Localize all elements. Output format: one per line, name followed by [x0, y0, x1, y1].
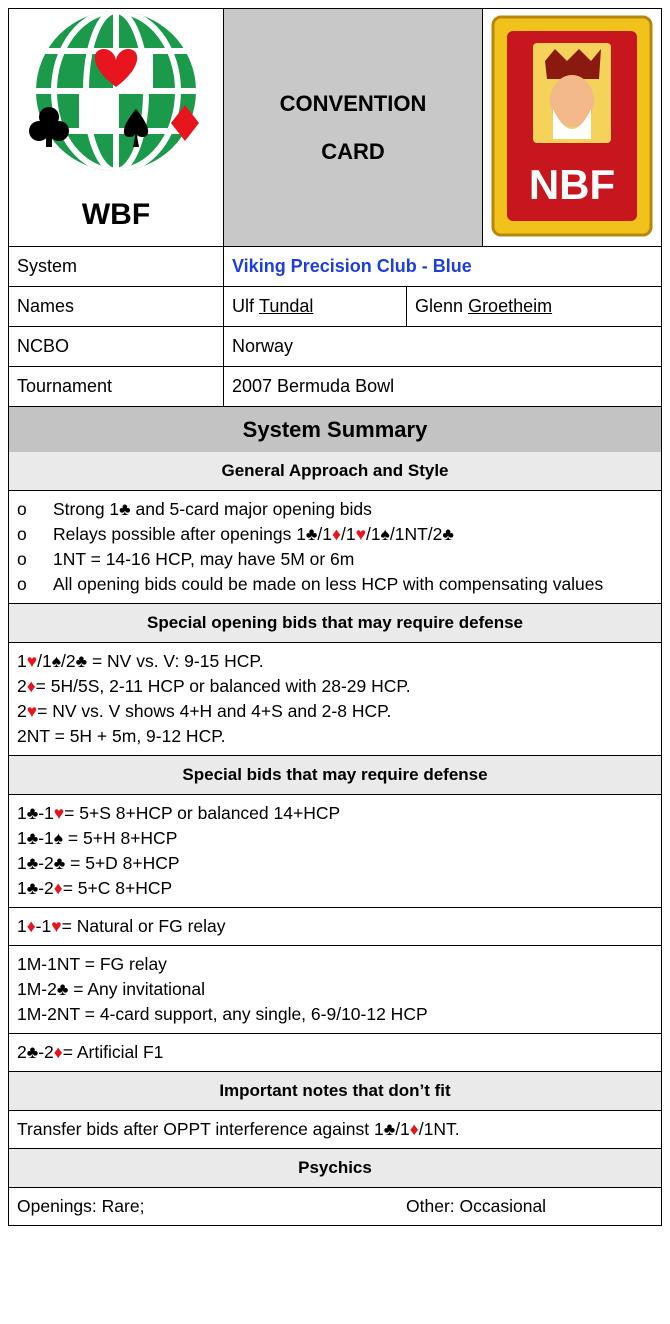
bullet: o — [17, 549, 27, 569]
convention-card: WBF CONVENTION CARD NBF System Viking Pr… — [8, 8, 662, 1226]
line-part: Openings: Rare; — [17, 1196, 145, 1216]
group-text: 1 ♦ -1 ♥ = Natural or FG relay — [9, 908, 661, 945]
wbf-logo: WBF — [9, 9, 223, 246]
section-group: 1M-1NT = FG relay 1M-2♣ = Any invitationa… — [9, 945, 661, 1033]
bullet-text: Relays possible after openings 1♣/1♦/1♥/… — [53, 524, 454, 544]
section-group: 1♣-1 ♥ = 5+S 8+HCP or balanced 14+HCP 1♣-1… — [9, 794, 661, 907]
nbf-logo: NBF — [482, 9, 661, 246]
suit-symbol: ♦ — [26, 916, 36, 936]
bullet: o — [17, 574, 27, 594]
section-group: 2♣-2 ♦ = Artificial F1 — [9, 1033, 661, 1071]
section-group: o Strong 1♣ and 5-card major opening bids… — [9, 490, 661, 603]
text-line: 1M-2NT = 4-card support, any single, 6-9… — [17, 1004, 428, 1024]
label: Names — [17, 296, 75, 316]
group-text: o Strong 1♣ and 5-card major opening bids… — [9, 491, 661, 603]
bullet-item: o All opening bids could be made on less … — [17, 572, 653, 597]
group-text: 1 ♥/1♠/2♣ = NV vs. V: 9-15 HCP. 2 ♦ = 5H/5S… — [9, 643, 661, 755]
section-heading: Special bids that may require defense — [9, 756, 661, 794]
value: Norway — [223, 327, 661, 366]
label: System — [17, 256, 78, 276]
wbf-text: WBF — [82, 198, 150, 231]
section-heading: Special opening bids that may require de… — [9, 604, 661, 642]
bullet: o — [17, 524, 27, 544]
header-row: WBF CONVENTION CARD NBF — [9, 9, 661, 246]
label: NCBO — [17, 336, 70, 356]
summary-title: System Summary — [9, 407, 661, 452]
suit-symbol: ♦ — [26, 676, 36, 696]
suit-symbol: ♦ — [53, 1042, 63, 1062]
group-text: 2♣-2 ♦ = Artificial F1 — [9, 1034, 661, 1071]
text-line: 1M-1NT = FG relay — [17, 954, 167, 974]
title-cell: CONVENTION CARD — [223, 9, 482, 246]
section-heading-row: Important notes that don’t fit — [9, 1071, 661, 1110]
ncbo-row: NCBO Norway — [9, 326, 661, 366]
player: Ulf Tundal — [223, 287, 406, 326]
first-name: Glenn — [415, 296, 464, 316]
section-heading-row: Special opening bids that may require de… — [9, 603, 661, 642]
text-line: 1♣-1♠ = 5+H 8+HCP — [17, 828, 178, 848]
last-name: Groetheim — [468, 296, 553, 316]
text-line: Transfer bids after OPPT interference ag… — [17, 1117, 653, 1142]
bullet-text: 1NT = 14-16 HCP, may have 5M or 6m — [53, 549, 355, 569]
title-line: CONVENTION — [279, 90, 427, 116]
value: 2007 Bermuda Bowl — [223, 367, 661, 406]
suit-symbol: ♥ — [26, 651, 38, 671]
section-heading: Important notes that don’t fit — [9, 1072, 661, 1110]
suit-symbol: ♥ — [355, 524, 366, 544]
two-part-line: Openings: Rare; Other: Occasional — [17, 1194, 653, 1219]
summary-sections: General Approach and Style o Strong 1♣ and… — [9, 452, 661, 1225]
text-line: 1M-2♣ = Any invitational — [17, 979, 206, 999]
suit-symbol: ♦ — [332, 524, 341, 544]
section-heading: Psychics — [9, 1149, 661, 1187]
suit-symbol: ♦ — [53, 878, 63, 898]
bullet-item: o Relays possible after openings 1♣/1♦/1♥… — [17, 522, 653, 547]
group-text: Transfer bids after OPPT interference ag… — [9, 1111, 661, 1148]
bullet-text: All opening bids could be made on less H… — [53, 574, 604, 594]
first-name: Ulf — [232, 296, 254, 316]
bullet-text: Strong 1♣ and 5-card major opening bids — [53, 499, 372, 519]
system-name: Viking Precision Club - Blue — [223, 247, 661, 286]
section-heading: General Approach and Style — [9, 452, 661, 490]
section-heading-row: Special bids that may require defense — [9, 755, 661, 794]
section-heading-row: General Approach and Style — [9, 452, 661, 490]
line-part: Other: Occasional — [406, 1196, 547, 1216]
nbf-text: NBF — [529, 161, 615, 208]
text-line: 1♣-1 ♥ = 5+S 8+HCP or balanced 14+HCP — [17, 801, 653, 826]
label: Tournament — [17, 376, 113, 396]
bullet: o — [17, 499, 27, 519]
suit-symbol: ♥ — [26, 701, 38, 721]
title-line: CARD — [321, 138, 385, 164]
system-row: System Viking Precision Club - Blue — [9, 246, 661, 286]
section-group: 1 ♥/1♠/2♣ = NV vs. V: 9-15 HCP. 2 ♦ = 5H/5S… — [9, 642, 661, 755]
nbf-logo-graphic: NBF — [491, 15, 653, 237]
bullet-item: o 1NT = 14-16 HCP, may have 5M or 6m — [17, 547, 653, 572]
text-line: 1 ♦ -1 ♥ = Natural or FG relay — [17, 914, 653, 939]
text-line: 2NT = 5H + 5m, 9-12 HCP. — [17, 726, 226, 746]
suit-symbol: ♦ — [409, 1119, 419, 1139]
text-line: 1♣-2 ♦ = 5+C 8+HCP — [17, 876, 653, 901]
text-line: 1 ♥/1♠/2♣ = NV vs. V: 9-15 HCP. — [17, 649, 653, 674]
player: Glenn Groetheim — [406, 287, 661, 326]
text-line: 1♣-2♣ = 5+D 8+HCP — [17, 853, 180, 873]
group-text: 1M-1NT = FG relay 1M-2♣ = Any invitationa… — [9, 946, 661, 1033]
section-group: Transfer bids after OPPT interference ag… — [9, 1110, 661, 1148]
text-line: 2♣-2 ♦ = Artificial F1 — [17, 1040, 653, 1065]
text-line: 2 ♦ = 5H/5S, 2-11 HCP or balanced with 28… — [17, 674, 653, 699]
section-group: 1 ♦ -1 ♥ = Natural or FG relay — [9, 907, 661, 945]
suit-symbol: ♥ — [51, 916, 62, 936]
group-text: Openings: Rare; Other: Occasional — [9, 1188, 661, 1225]
wbf-logo-graphic: WBF — [29, 11, 199, 231]
text-line: 2 ♥ = NV vs. V shows 4+H and 4+S and 2-8 … — [17, 699, 653, 724]
tournament-row: Tournament 2007 Bermuda Bowl — [9, 366, 661, 406]
names-row: Names Ulf Tundal Glenn Groetheim — [9, 286, 661, 326]
section-group: Openings: Rare; Other: Occasional — [9, 1187, 661, 1225]
summary-title-row: System Summary — [9, 406, 661, 452]
suit-symbol: ♥ — [53, 803, 65, 823]
last-name: Tundal — [259, 296, 314, 316]
group-text: 1♣-1 ♥ = 5+S 8+HCP or balanced 14+HCP 1♣-1… — [9, 795, 661, 907]
bullet-item: o Strong 1♣ and 5-card major opening bids — [17, 497, 653, 522]
section-heading-row: Psychics — [9, 1148, 661, 1187]
